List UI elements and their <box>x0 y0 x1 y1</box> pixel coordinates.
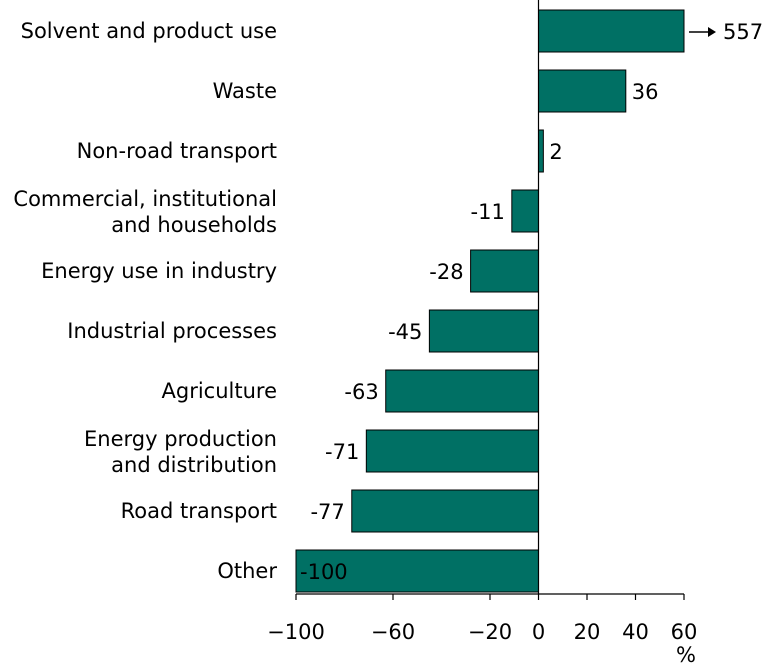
value-label: -11 <box>471 200 505 224</box>
bar <box>351 489 539 533</box>
category-label: Solvent and product use <box>21 19 277 43</box>
x-tick-label: −20 <box>468 620 512 644</box>
category-label: Energy production and distribution <box>84 427 277 477</box>
bar <box>538 129 544 173</box>
category-label: Agriculture <box>162 379 278 403</box>
category-label: Energy use in industry <box>41 259 277 283</box>
value-label: -28 <box>429 260 463 284</box>
bar <box>428 309 539 353</box>
value-label: -100 <box>300 560 348 584</box>
category-label: Other <box>217 559 277 583</box>
x-tick-label: 60 <box>671 620 698 644</box>
bar <box>538 9 685 53</box>
value-label: 36 <box>632 80 659 104</box>
value-label: 2 <box>549 140 562 164</box>
bars-group <box>295 9 685 593</box>
x-axis: −100 −60 −20 0 20 40 60 <box>267 0 697 644</box>
x-tick-label: −100 <box>267 620 325 644</box>
bar <box>511 189 540 233</box>
category-label: Road transport <box>121 499 277 523</box>
x-axis-title: % <box>676 643 696 667</box>
x-tick-label: 40 <box>622 620 649 644</box>
bar <box>295 549 539 593</box>
bar <box>538 69 627 113</box>
category-label: Waste <box>213 79 277 103</box>
category-labels: Solvent and product use Waste Non-road tra… <box>13 19 277 583</box>
category-label: Industrial processes <box>67 319 277 343</box>
value-label: 557 <box>723 20 763 44</box>
category-label: Commercial, institutional and households <box>13 187 277 237</box>
x-tick-label: 0 <box>532 620 545 644</box>
value-label: -77 <box>310 500 344 524</box>
arrow-head-icon <box>708 27 716 37</box>
bar <box>470 249 540 293</box>
value-labels: 557 36 2 -11 -28 -45 -63 -71 -77 -100 <box>300 20 763 584</box>
value-label: -63 <box>344 380 378 404</box>
category-label: Non-road transport <box>77 139 277 163</box>
x-tick-label: −60 <box>371 620 415 644</box>
bar <box>385 369 539 413</box>
bar <box>365 429 540 473</box>
x-tick-label: 20 <box>574 620 601 644</box>
value-label: -45 <box>388 320 422 344</box>
value-label: -71 <box>325 440 359 464</box>
